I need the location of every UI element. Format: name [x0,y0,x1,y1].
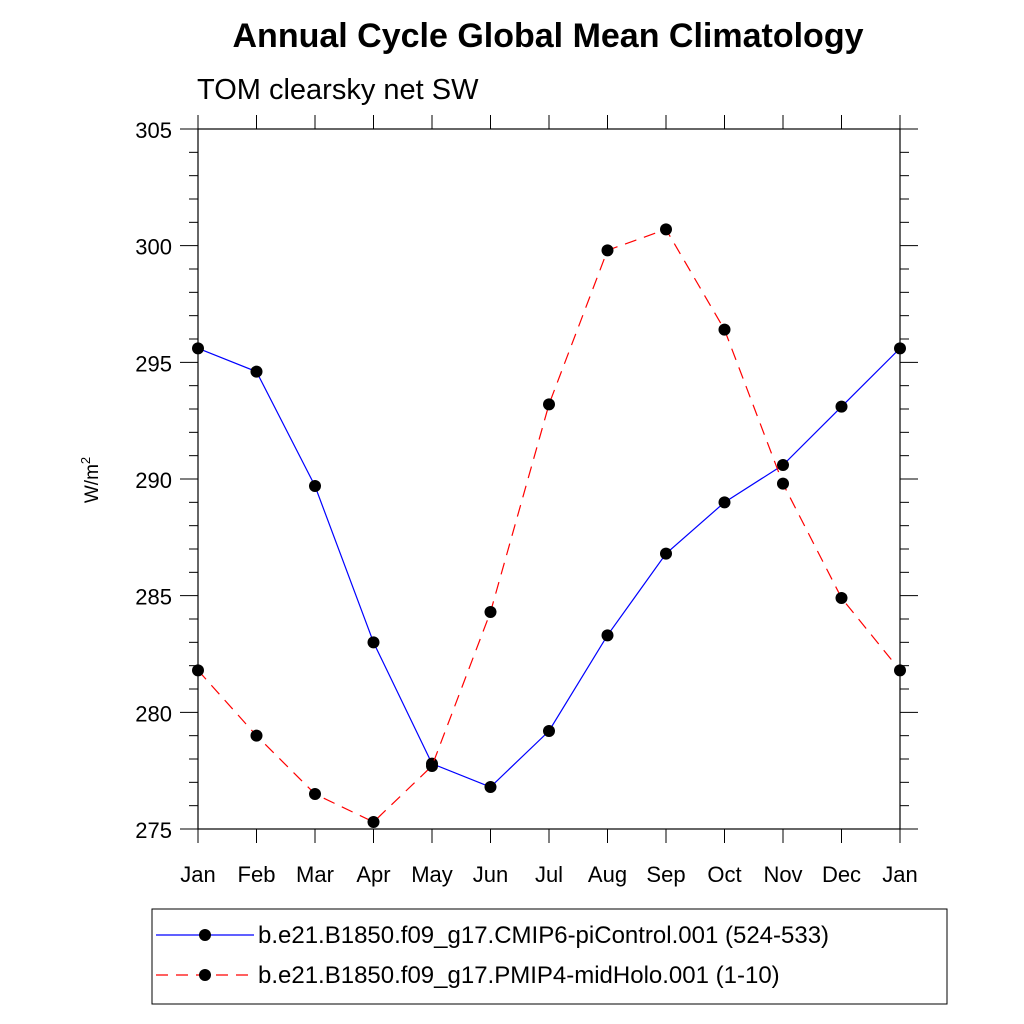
series-1-point [894,664,906,677]
x-tick-label: Apr [356,862,390,887]
x-tick-label: Jul [535,862,563,887]
series-1-point [601,244,614,257]
series-line-0 [197,347,901,788]
y-axis-label: W/m [82,464,103,503]
series-1-point [660,223,672,236]
series-0-point [367,636,380,649]
x-tick-label: Jan [882,862,917,887]
legend-label-0: b.e21.B1850.f09_g17.CMIP6-piControl.001 … [258,922,829,949]
legend: b.e21.B1850.f09_g17.CMIP6-piControl.001 … [151,908,948,1005]
svg-text:W/m2: W/m2 [78,457,103,503]
y-axis-title: W/m2 [78,457,103,503]
series-0-point [309,480,321,492]
x-tick-label: Nov [763,862,802,887]
series-layer [192,223,906,828]
series-0-point [250,365,263,378]
series-0-point [543,725,555,737]
x-tick-label: Mar [296,862,334,887]
series-0-point [484,781,497,793]
chart-subtitle: TOM clearsky net SW [197,74,479,106]
legend-label-1: b.e21.B1850.f09_g17.PMIP4-midHolo.001 (1… [258,962,780,989]
series-1-point [192,664,204,677]
y-tick-label: 305 [135,118,172,143]
legend-marker-1 [199,969,211,981]
series-0-point [777,459,789,471]
y-tick-label: 285 [135,585,172,610]
x-tick-label: Feb [238,862,276,887]
series-1-point [543,398,555,411]
y-tick-label: 300 [135,235,172,260]
legend-box [151,908,948,1005]
series-0-point [835,400,848,413]
series-0-point [601,629,614,642]
plot-frame [197,128,901,830]
x-tick-label: Dec [822,862,861,887]
y-tick-label: 280 [135,701,172,726]
y-tick-label: 275 [135,818,172,843]
series-1-point [484,606,497,618]
chart-title: Annual Cycle Global Mean Climatology [233,17,864,55]
series-1-point [367,816,380,828]
x-tick-label: Jan [180,862,215,887]
series-0-point [660,547,672,560]
series-1-point [718,323,731,336]
y-tick-label: 290 [135,468,172,493]
series-0-point [718,496,731,509]
x-tick-label: Jun [473,862,508,887]
x-tick-label: Oct [707,862,741,887]
series-1-point [777,477,789,490]
y-tick-label: 295 [135,351,172,376]
series-0-point [894,342,906,355]
series-1-point [250,729,263,742]
legend-marker-0 [199,929,211,941]
axes: 275 280 285 290 295 300 305 Jan Feb Mar Apr May Jun J… [135,115,918,887]
x-tick-label: May [411,862,453,887]
y-axis-unit-exponent: 2 [78,457,93,464]
series-1-point [835,592,848,604]
series-1-point [309,788,321,800]
x-tick-label: Aug [588,862,627,887]
x-tick-label: Sep [646,862,685,887]
series-1-point [426,760,438,772]
series-0-point [192,342,204,355]
